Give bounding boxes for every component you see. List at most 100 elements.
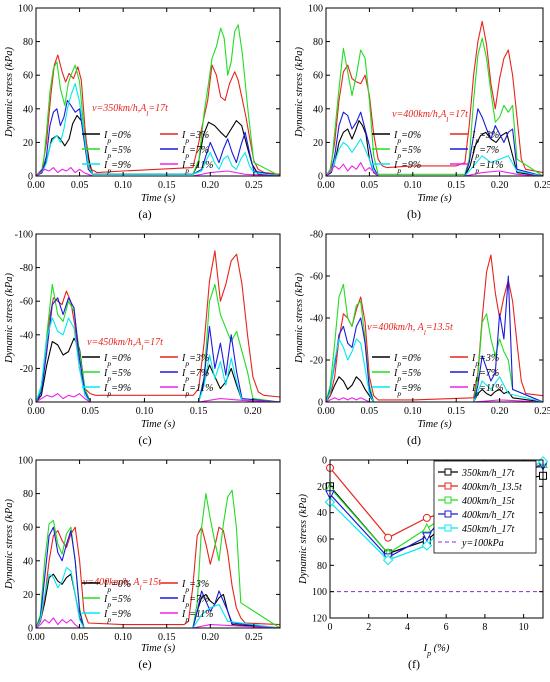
x-tick-label: 0.25 [245,180,263,191]
series-line-1 [35,250,281,403]
legend-label: 400km/h_15t [462,496,514,507]
x-axis-label: Time (s) [417,419,452,430]
x-axis-label: Time (s) [417,193,452,204]
panel-d: 0 -20 -40 -60 -80 0.00 0.05 0.10 0.15 0.20 0.25 Dyn… [294,230,550,448]
panel-e: 0 20 40 60 80 100 0.00 0.05 0.10 0.15 0.20 0.25 Dyna… [4,456,281,671]
y-tick-label: 60 [23,71,33,82]
legend-label: Ip=3% [181,579,209,594]
legend-label: Ip=3% [181,130,209,145]
y-tick-label: -20 [20,364,33,375]
condition-annotation: v=450km/h,Al=17t [87,337,163,352]
panel-c: 0 -20 -40 -60 -80 -100 0.00 0.05 0.10 0.15 0.20 Dyn… [4,230,281,447]
series-line-4 [325,138,544,177]
x-tick-label: 0.00 [317,406,335,417]
y-axis-label: Dynamic stress (kPa) [4,273,15,365]
condition-annotation: v=350km/h,Al=17t [92,103,168,118]
legend-marker [444,524,452,532]
x-tick-label: 0.15 [158,180,176,191]
series-line-3 [325,275,544,403]
x-tick-label: 0.05 [71,632,89,643]
legend-label: Ip=9% [103,383,131,398]
series-line-4 [35,317,281,403]
legend-marker [444,496,452,504]
y-axis-label: Dynamic stress (kPa) [298,494,309,586]
y-tick-label: 0 [322,456,327,467]
panel-label: (a) [138,207,151,221]
plot-frame [35,233,281,403]
series-line-2 [35,489,281,629]
legend-label: y=100kPa [461,538,504,549]
panel-label: (f) [408,657,420,671]
panel-label: (d) [407,433,421,447]
legend-marker [444,510,452,518]
y-tick-label: 80 [313,37,323,48]
series-line-5 [325,397,544,403]
x-tick-label: 6 [444,622,449,633]
y-tick-label: 100 [18,4,33,15]
x-tick-label: 4 [405,622,410,633]
legend-box [433,460,537,554]
y-tick-label: 80 [317,561,327,572]
legend-label: Ip=9% [103,160,131,175]
plot-frame [325,7,544,177]
y-tick-label: 40 [23,556,33,567]
y-axis-label: Dynamic stress (kPa) [4,47,15,139]
series-line-4 [325,338,544,403]
x-tick-label: 0.20 [491,180,509,191]
panel-b: 0 20 40 60 80 100 0.00 0.05 0.10 0.15 0.20 0.25 Dyna… [294,4,550,222]
series-line-1 [35,54,281,177]
x-tick-label: 0.05 [81,406,99,417]
series-line-0 [325,120,544,177]
series-line-1 [325,254,544,403]
point-marker [384,533,393,542]
x-tick-label: 0.05 [361,406,379,417]
x-tick-label: 2 [366,622,371,633]
x-tick-label: 0.10 [136,406,154,417]
y-tick-label: 80 [23,489,33,500]
panel-a: 0 20 40 60 80 100 0.00 0.05 0.10 0.15 0.20 0.25 Dyna… [4,4,281,221]
legend-label: Ip=9% [103,609,131,624]
series-line-4 [35,566,281,629]
series-line-4 [35,83,281,177]
x-axis-label: Time (s) [141,419,176,430]
x-tick-label: 10 [519,622,529,633]
y-tick-label: 0 [318,172,323,183]
series-line-1 [325,20,544,177]
y-tick-label: -20 [310,356,323,367]
condition-annotation: v=400km/h, Al=13.5t [367,322,453,337]
x-tick-label: 0.10 [404,406,422,417]
series-line-2 [325,37,544,177]
legend-label: Ip=11% [471,383,503,398]
y-tick-label: 0 [28,398,33,409]
x-tick-label: 0 [328,622,333,633]
y-axis-label: Dynamic stress (kPa) [294,47,305,139]
legend-label: Ip=11% [181,160,213,175]
legend-label: 400km/h_17t [462,510,514,521]
x-tick-label: 0.00 [317,180,335,191]
point-marker [421,540,433,551]
x-tick-label: 0.25 [245,632,263,643]
plot-frame [35,459,281,629]
legend-label: Ip=0% [393,353,421,368]
legend-label: Ip=0% [393,130,421,145]
series-line-2 [35,24,281,177]
x-tick-label: 0.20 [244,406,262,417]
x-tick-label: 0.10 [404,180,422,191]
y-tick-label: -60 [20,297,33,308]
y-tick-label: 0 [28,172,33,183]
x-tick-label: 0.05 [361,180,379,191]
legend-marker [444,482,452,490]
point-marker [382,554,394,566]
legend-label: Ip=0% [103,130,131,145]
legend-label: Ip=3% [471,130,499,145]
y-tick-label: 60 [313,71,323,82]
y-tick-label: 20 [23,590,33,601]
legend-label: 400km/h_13.5t [462,482,522,493]
y-tick-label: 20 [23,138,33,149]
series-line-5 [325,162,544,177]
y-tick-label: 60 [317,535,327,546]
legend-marker [444,468,452,476]
legend-label: Ip=7% [471,145,499,160]
legend-label: Ip=7% [471,368,499,383]
